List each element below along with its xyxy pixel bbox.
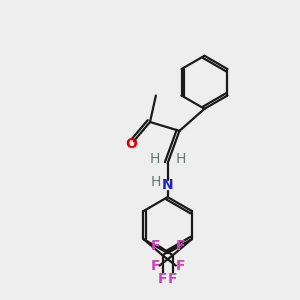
Text: H: H — [151, 176, 161, 189]
Text: F: F — [150, 239, 160, 254]
Text: F: F — [168, 272, 178, 286]
Text: F: F — [176, 239, 185, 254]
Text: F: F — [176, 259, 185, 273]
Text: H: H — [176, 152, 186, 166]
Text: O: O — [125, 137, 137, 151]
Text: F: F — [158, 272, 167, 286]
Text: N: N — [162, 178, 173, 192]
Text: H: H — [149, 152, 160, 166]
Text: F: F — [150, 259, 160, 273]
